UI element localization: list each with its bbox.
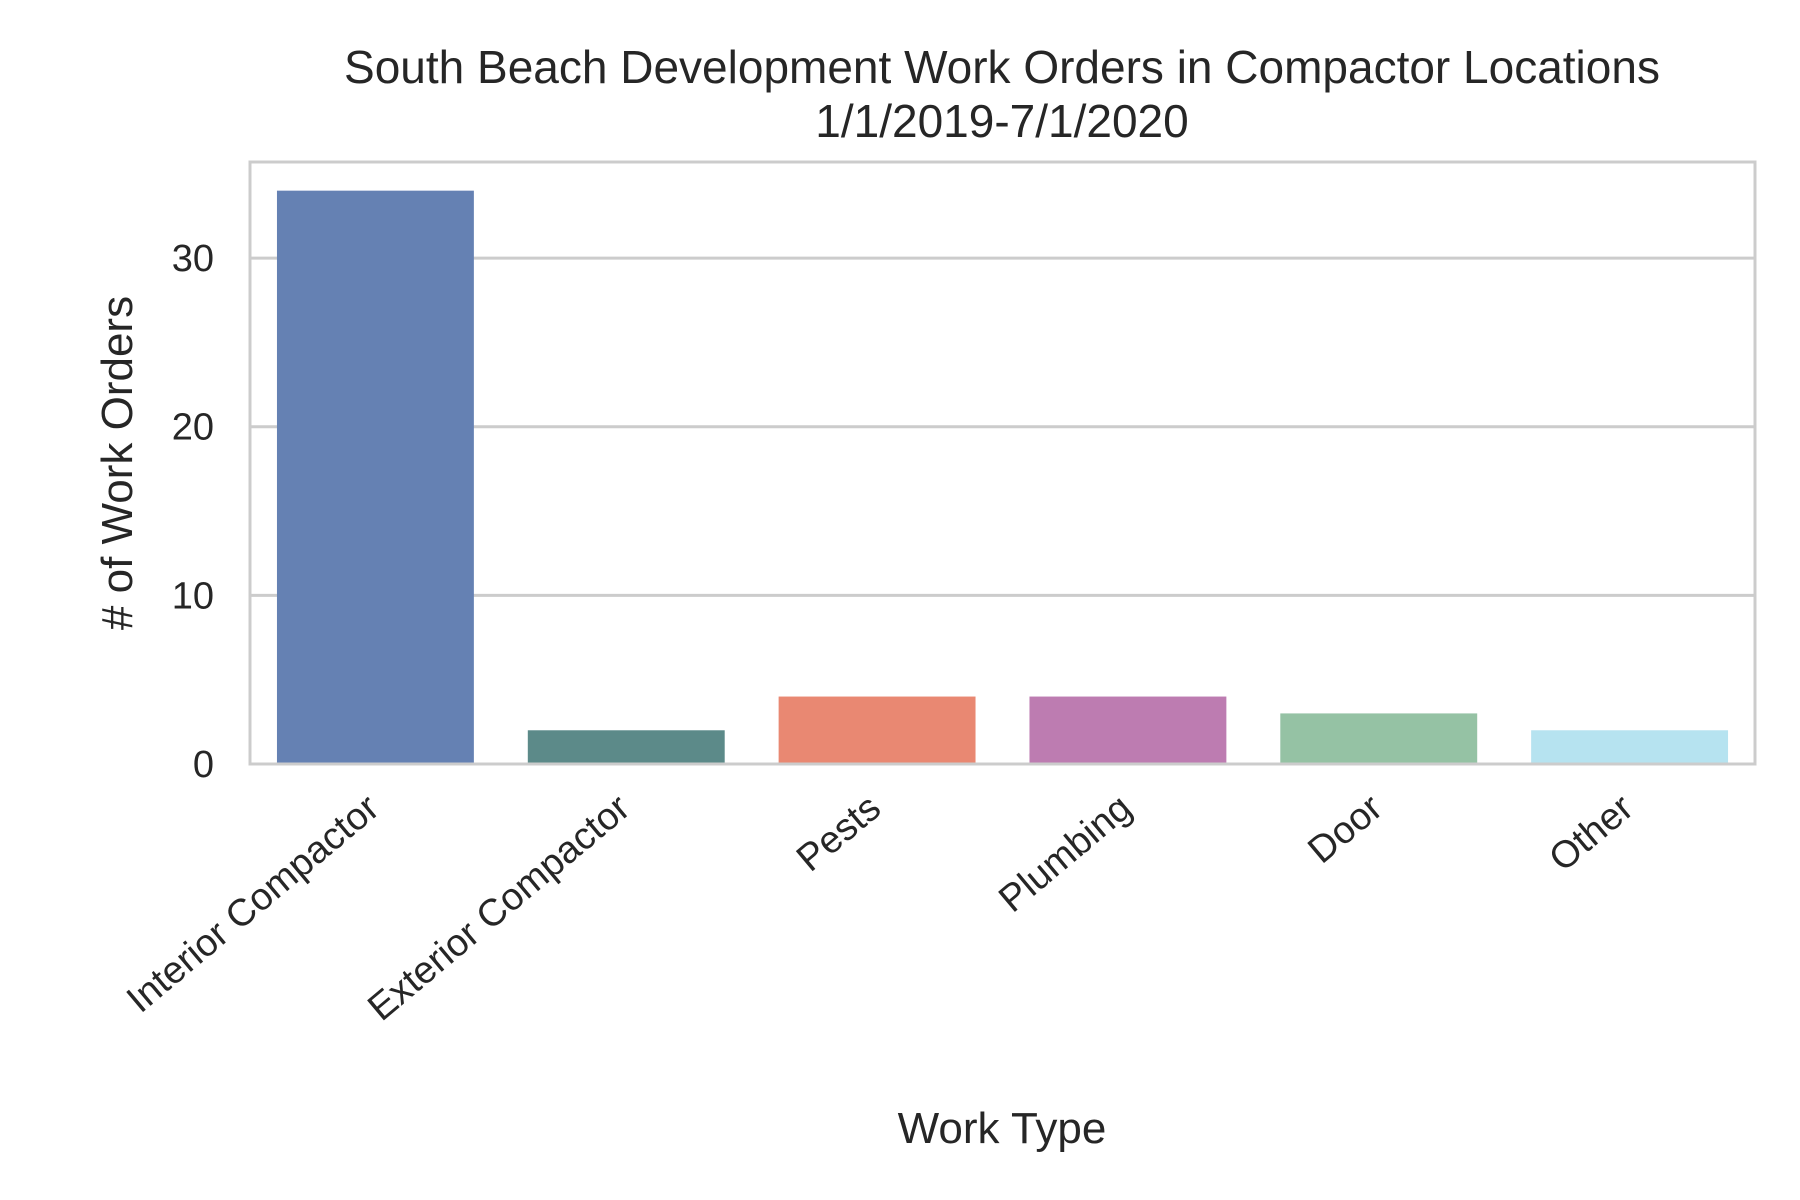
plot-frame (248, 160, 1757, 766)
bar-other (1531, 730, 1729, 764)
y-tick-label: 30 (172, 238, 214, 280)
chart-title: South Beach Development Work Orders in C… (344, 41, 1660, 93)
x-tick-label: Interior Compactor (119, 787, 387, 1022)
bar-pests (778, 696, 976, 764)
x-tick-label: Door (1300, 787, 1390, 872)
chart-subtitle: 1/1/2019-7/1/2020 (815, 95, 1188, 147)
y-tick-label: 10 (172, 575, 214, 617)
x-tick-label: Exterior Compactor (360, 787, 638, 1030)
y-tick-label: 20 (172, 407, 214, 449)
y-axis-ticks: 0 10 20 30 (172, 238, 214, 786)
bar-exterior-compactor (527, 730, 725, 764)
x-tick-label: Plumbing (991, 787, 1139, 921)
bar-plumbing (1029, 696, 1227, 764)
x-tick-label: Other (1542, 787, 1642, 880)
x-axis-label: Work Type (898, 1104, 1107, 1153)
bars (276, 190, 1729, 764)
grid-lines (250, 256, 1755, 597)
bar-door (1280, 713, 1478, 764)
y-tick-label: 0 (193, 744, 214, 786)
y-axis-label: # of Work Orders (93, 296, 142, 630)
x-tick-label: Pests (789, 787, 889, 880)
bar-interior-compactor (276, 190, 474, 764)
